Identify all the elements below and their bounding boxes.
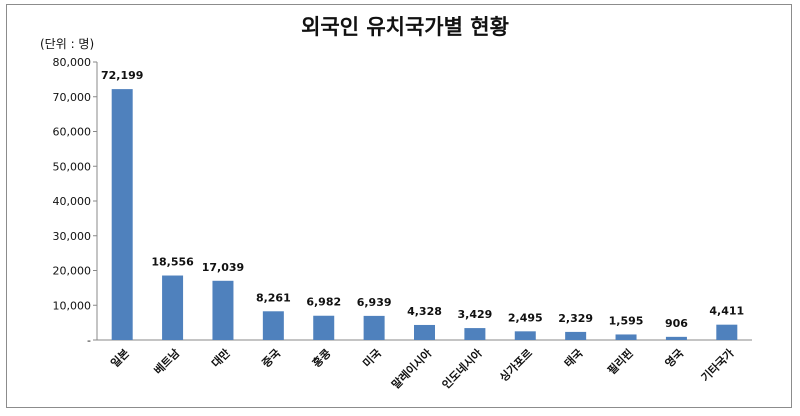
y-tick-label: 20,000 xyxy=(53,265,92,278)
x-tick-label: 영국 xyxy=(663,347,687,371)
x-tick-label: 일본 xyxy=(108,346,132,370)
y-tick-label: 30,000 xyxy=(53,230,92,243)
bar-7 xyxy=(414,324,435,340)
bar-9 xyxy=(514,331,536,340)
x-tick-label: 홍콩 xyxy=(309,346,333,370)
bar-12 xyxy=(665,336,687,340)
x-tick-label: 인도네시아 xyxy=(439,345,485,391)
bar-11 xyxy=(615,334,637,340)
bar-3 xyxy=(212,280,234,340)
bar-4 xyxy=(262,311,284,340)
y-tick-label: 50,000 xyxy=(53,160,92,173)
unit-label: (단위 : 명) xyxy=(40,37,94,51)
data-label: 72,199 xyxy=(101,69,143,82)
data-label: 17,039 xyxy=(202,261,244,274)
data-label: 2,495 xyxy=(508,311,543,324)
x-tick-label: 대만 xyxy=(209,346,233,370)
data-label: 1,595 xyxy=(609,314,644,327)
x-tick-label: 태국 xyxy=(561,346,585,370)
y-tick-label: 80,000 xyxy=(53,56,92,69)
bar-2 xyxy=(162,275,184,340)
x-tick-label: 중국 xyxy=(260,347,284,371)
chart-frame xyxy=(6,4,792,408)
data-label: 6,982 xyxy=(306,296,341,309)
data-label: 3,429 xyxy=(457,308,492,321)
x-tick-label: 미국 xyxy=(360,346,384,370)
y-tick-label: 40,000 xyxy=(53,195,92,208)
chart-title: 외국인 유치국가별 현황 xyxy=(301,15,509,39)
data-label: 8,261 xyxy=(256,291,291,304)
data-label: 18,556 xyxy=(151,256,194,269)
bar-10 xyxy=(565,331,587,340)
bar-1 xyxy=(111,89,133,340)
data-label: 4,411 xyxy=(709,305,744,318)
y-tick-label: 10,000 xyxy=(53,299,92,312)
x-tick-label: 베트남 xyxy=(151,346,182,377)
bar-5 xyxy=(313,315,335,340)
y-tick-label: - xyxy=(87,334,91,347)
data-label: 906 xyxy=(665,317,688,330)
bar-6 xyxy=(363,315,385,340)
data-label: 4,328 xyxy=(407,305,442,318)
x-tick-label: 기타국가 xyxy=(698,346,737,385)
x-tick-label: 싱가포르 xyxy=(497,346,536,385)
y-tick-label: 70,000 xyxy=(53,91,92,104)
data-label: 2,329 xyxy=(558,312,593,325)
bar-13 xyxy=(716,324,738,340)
x-tick-label: 필리핀 xyxy=(604,346,635,377)
bar-8 xyxy=(464,328,486,340)
y-tick-label: 60,000 xyxy=(53,126,92,139)
data-label: 6,939 xyxy=(357,296,392,309)
x-tick-label: 말레이시아 xyxy=(389,345,435,391)
